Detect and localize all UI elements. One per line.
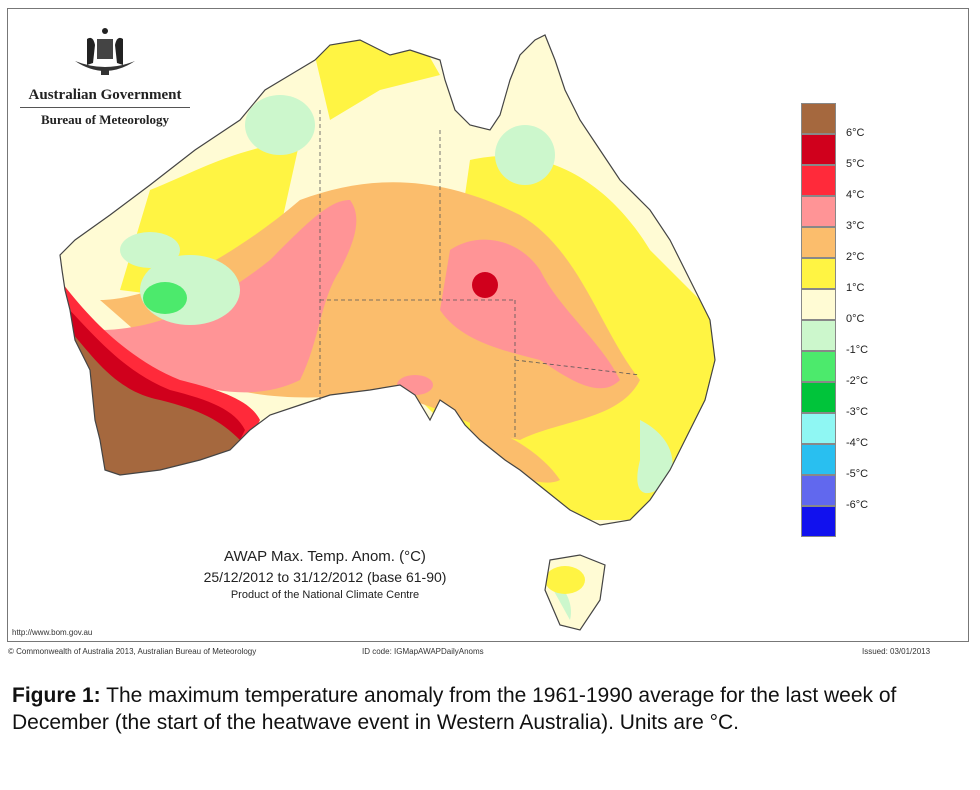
legend-label: -5°C <box>846 468 869 480</box>
coat-of-arms-icon <box>75 28 135 75</box>
legend-label: 2°C <box>846 251 865 263</box>
legend-label: 0°C <box>846 313 865 325</box>
legend-swatch <box>801 506 836 537</box>
legend-swatch <box>801 475 836 506</box>
copyright: © Commonwealth of Australia 2013, Austra… <box>8 647 257 656</box>
legend-swatch <box>801 227 836 258</box>
legend-label: 5°C <box>846 158 865 170</box>
legend-swatch <box>801 258 836 289</box>
region-5-6C-spot <box>472 272 498 298</box>
legend-label: -1°C <box>846 344 869 356</box>
state-borders <box>319 110 641 440</box>
legend-swatch <box>801 444 836 475</box>
legend-swatch <box>801 413 836 444</box>
legend-swatch <box>801 382 836 413</box>
legend-swatch <box>801 196 836 227</box>
figure-caption: Figure 1: The maximum temperature anomal… <box>12 682 977 736</box>
issued-date: Issued: 03/01/2013 <box>862 647 931 656</box>
bom-logo: Australian Government Bureau of Meteorol… <box>20 25 190 128</box>
region-neg2-neg1C <box>143 282 187 314</box>
legend-label: 1°C <box>846 282 865 294</box>
bom-url[interactable]: http://www.bom.gov.au <box>12 628 93 637</box>
legend-label: -3°C <box>846 406 869 418</box>
region-neg1-0C-kimberley <box>245 95 315 155</box>
region-1-2C-north <box>310 35 440 120</box>
map-title-block: AWAP Max. Temp. Anom. (°C) 25/12/2012 to… <box>150 548 500 601</box>
legend-swatch <box>801 351 836 382</box>
map-title: AWAP Max. Temp. Anom. (°C) <box>224 548 426 565</box>
map-product: Product of the National Climate Centre <box>230 589 420 601</box>
legend-label: -6°C <box>846 499 869 511</box>
legend-swatch <box>801 165 836 196</box>
id-code: ID code: IGMapAWAPDailyAnoms <box>362 647 484 656</box>
legend-label: -2°C <box>846 375 869 387</box>
legend-swatch <box>801 134 836 165</box>
logo-line1: Australian Government <box>20 87 190 108</box>
legend-swatch <box>801 320 836 351</box>
caption-text: The maximum temperature anomaly from the… <box>12 684 897 734</box>
map-period: 25/12/2012 to 31/12/2012 (base 61-90) <box>203 569 447 585</box>
legend-swatch <box>801 103 836 134</box>
region-neg1-0C-se <box>637 420 673 494</box>
region-2-3C-south <box>470 420 560 483</box>
region-3-4C-spot <box>397 375 433 395</box>
legend-label: 4°C <box>846 189 865 201</box>
region-neg1-0C-capeyork <box>495 125 555 185</box>
logo-line2: Bureau of Meteorology <box>40 112 170 127</box>
temperature-anomaly-map <box>59 34 716 631</box>
region-neg1-0C-pilbara <box>120 232 180 268</box>
caption-label: Figure 1: <box>12 684 101 707</box>
legend-label: 3°C <box>846 220 865 232</box>
legend-swatch <box>801 289 836 320</box>
legend-label: -4°C <box>846 437 869 449</box>
region-1-2C-tas <box>545 566 585 594</box>
legend-label: 6°C <box>846 127 865 139</box>
figure-frame <box>7 8 969 642</box>
